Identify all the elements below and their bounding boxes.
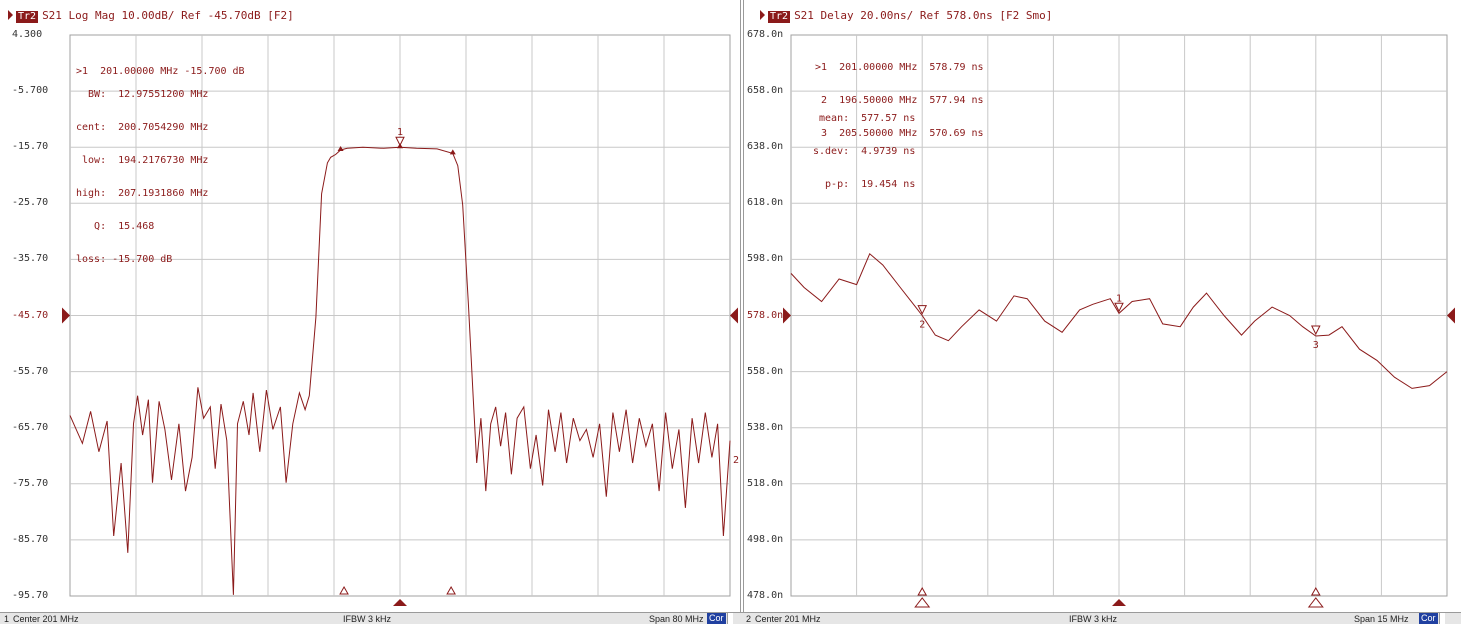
trace-title: S21 Delay 20.00ns/ Ref 578.0ns [F2 Smo] [794,9,1053,22]
y-tick-label: 678.0n [747,29,784,40]
ref-level-right-arrow-icon [1447,307,1455,324]
ref-level-left-arrow-icon [783,307,791,324]
panel-title: Tr2 S21 Delay 20.00ns/ Ref 578.0ns [F2 Sm… [760,9,1052,23]
center-freq[interactable]: Center 201 MHz [755,614,821,624]
q-line: Q: 15.468 [76,221,155,232]
marker-readout-line: 2 196.50000 MHz 577.94 ns [815,95,984,106]
marker-label: 1 [397,127,403,138]
marker-readout: >1 201.00000 MHz 578.79 ns 2 196.50000 M… [815,40,984,161]
channel-number: 1 [4,614,10,624]
chart-svg: 1 2 3 [783,34,1455,608]
y-tick-label: 4.300 [12,29,43,40]
bandwidth-stats: BW: 12.97551200 MHz cent: 200.7054290 MH… [76,67,208,287]
active-trace-arrow-icon [760,10,765,20]
ref-level-left-arrow-icon [62,307,70,324]
marker-label: 3 [1313,340,1319,351]
y-tick-label: 598.0n [747,253,784,265]
center-freq[interactable]: Center 201 MHz [13,614,79,624]
marker-3: 3 [1307,325,1324,608]
y-tick-label: 658.0n [747,85,784,97]
high-line: high: 207.1931860 MHz [76,188,209,199]
marker-triangle-icon [1114,302,1124,313]
bandwidth-marker-icon [446,585,456,595]
marker-2: 2 [914,305,931,608]
trace-line [69,146,731,595]
marker-readout-line: 3 205.50000 MHz 570.69 ns [815,128,984,139]
channel-number: 2 [746,614,752,624]
loss-line: loss: -15.700 dB [76,254,173,265]
marker-stimulus-small-icon [1310,586,1321,596]
bandwidth-point-icon [337,146,344,152]
y-tick-label: -65.70 [12,421,49,433]
trace-title: S21 Log Mag 10.00dB/ Ref -45.70dB [F2] [42,9,294,22]
marker-1: 1 [395,127,405,147]
marker-stimulus-icon [914,597,931,608]
ifbw[interactable]: IFBW 3 kHz [1069,614,1118,624]
sdev-line: s.dev: 4.9739 ns [813,146,916,157]
y-tick-label: 498.0n [747,533,784,545]
marker-triangle-icon [395,136,405,147]
marker-triangle-icon [1310,325,1321,336]
correction-badge[interactable]: Cor [1419,613,1438,624]
y-tick-label: -75.70 [12,477,49,489]
y-tick-label: -85.70 [12,533,49,545]
y-tick-label: 518.0n [747,477,784,489]
panel-title: Tr2 S21 Log Mag 10.00dB/ Ref -45.70dB [F2… [8,9,294,23]
marker-readout: >1 201.00000 MHz -15.700 dB [76,44,245,99]
y-tick-label: 478.0n [747,590,784,601]
span[interactable]: Span 15 MHz [1354,614,1409,624]
y-tick-label: 558.0n [747,365,784,377]
y-tick-label: 578.0n [747,309,784,321]
bandwidth-marker-icon [339,585,349,595]
divider [1439,613,1445,624]
y-tick-label: 538.0n [747,421,784,433]
divider [727,613,733,624]
marker-label: 1 [1116,293,1122,304]
active-marker-stimulus-icon [393,599,407,606]
chart-svg: 12 [62,34,739,606]
ref-level-right-arrow-icon [730,307,738,324]
marker-readout-line: >1 201.00000 MHz -15.700 dB [76,66,245,77]
marker-label: 2 [919,320,925,331]
bandwidth-point-icon [449,149,456,155]
y-tick-label: -15.70 [12,141,49,153]
marker-label: 2 [733,455,739,466]
marker-stimulus-small-icon [917,586,928,596]
marker-readout-line: >1 201.00000 MHz 578.79 ns [815,62,984,73]
ifbw[interactable]: IFBW 3 kHz [343,614,392,624]
correction-badge[interactable]: Cor [707,613,726,624]
bw-line: BW: 12.97551200 MHz [76,89,209,100]
y-tick-label: -25.70 [12,197,49,209]
marker-1: 1 [1114,293,1124,313]
y-tick-label: -45.70 [12,309,49,321]
active-marker-stimulus-icon [1112,599,1126,606]
cent-line: cent: 200.7054290 MHz [76,122,209,133]
y-tick-label: -95.70 [12,590,49,601]
delay-panel[interactable]: 1 2 3 Tr2 S21 Delay 20.00ns/ Ref 578.0ns [F… [743,0,1461,612]
low-line: low: 194.2176730 MHz [76,155,209,166]
y-tick-label: 618.0n [747,197,784,209]
y-tick-label: 638.0n [747,141,784,153]
y-tick-label: -55.70 [12,365,49,377]
trace-line [790,252,1448,389]
span[interactable]: Span 80 MHz [649,614,704,624]
active-trace-arrow-icon [8,10,13,20]
trace-tag[interactable]: Tr2 [16,11,39,23]
bandwidth-point-icon [397,143,403,149]
pp-line: p-p: 19.454 ns [813,179,916,190]
y-tick-label: -5.700 [12,85,49,97]
marker-triangle-icon [917,305,928,315]
marker-stimulus-icon [1307,597,1324,608]
mean-line: mean: 577.57 ns [813,113,916,124]
y-tick-label: -35.70 [12,253,49,265]
statistics: mean: 577.57 ns s.dev: 4.9739 ns p-p: 19… [813,91,915,212]
status-bar: 1 Center 201 MHz IFBW 3 kHz Span 80 MHz … [0,612,1461,624]
marker-2: 2 [733,455,739,466]
trace-tag[interactable]: Tr2 [768,11,791,23]
